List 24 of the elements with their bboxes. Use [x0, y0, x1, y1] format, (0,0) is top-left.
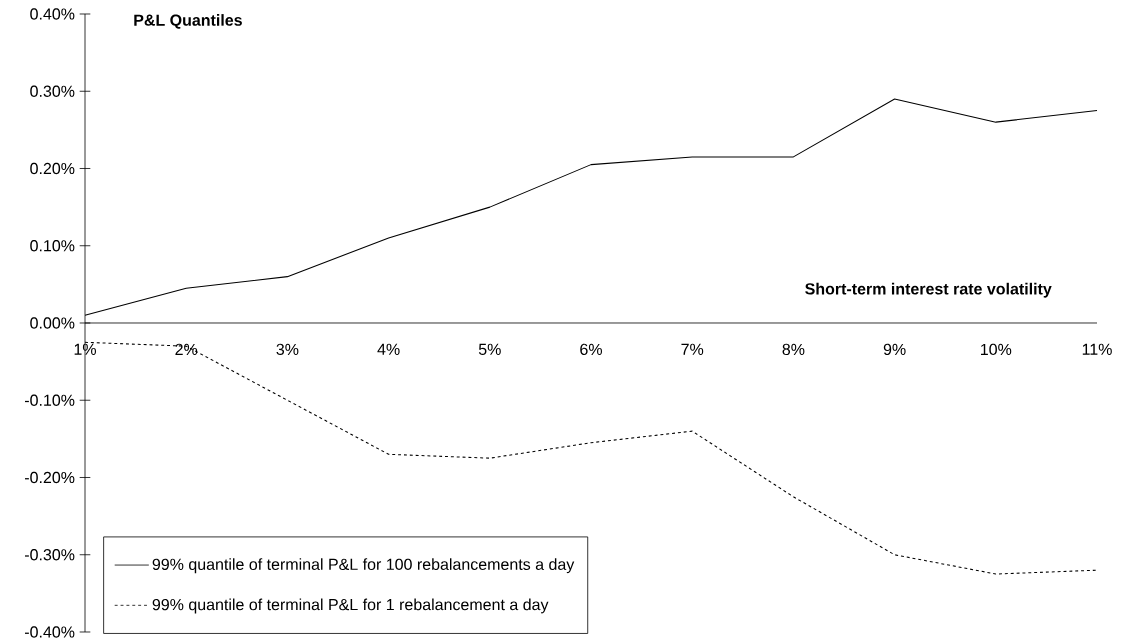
x-tick-label: 10% — [981, 343, 1012, 356]
x-tick-label: 4% — [377, 343, 400, 355]
x-tick-label: 5% — [478, 343, 501, 355]
x-tick-label: 7% — [681, 343, 704, 355]
y-tick-label: 0.00% — [30, 317, 75, 329]
x-axis-title: Short-term interest rate volatility — [805, 282, 1052, 298]
y-tick-label: -0.20% — [24, 471, 75, 484]
x-tick-label: 9% — [883, 343, 906, 356]
x-tick-label: 1% — [74, 343, 96, 355]
x-tick-label: 11% — [1082, 343, 1112, 355]
x-tick-label: 2% — [175, 343, 198, 355]
y-tick-label: 0.20% — [30, 162, 75, 175]
y-tick-label: 0.10% — [30, 240, 75, 252]
y-tick-label: 0.40% — [30, 8, 75, 20]
y-tick-label: -0.10% — [24, 394, 75, 406]
legend-label: 99% quantile of terminal P&L for 100 rebalancements a day — [152, 558, 575, 574]
y-tick-label: -0.30% — [24, 549, 75, 561]
x-tick-label: 3% — [276, 343, 299, 356]
y-tick-label: 0.30% — [30, 85, 75, 97]
y-tick-label: -0.40% — [24, 626, 75, 638]
x-tick-label: 6% — [580, 343, 602, 356]
chart-title: P&L Quantiles — [134, 14, 242, 29]
legend-label: 99% quantile of terminal P&L for 1 rebalancement a day — [152, 598, 549, 614]
x-tick-label: 8% — [782, 343, 805, 356]
